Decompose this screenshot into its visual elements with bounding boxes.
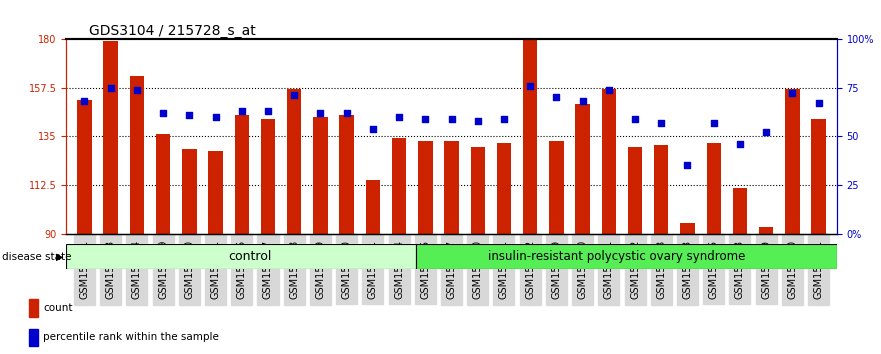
Bar — [575, 104, 589, 234]
Point — [523, 83, 537, 88]
Bar — [261, 119, 275, 234]
Bar — [28, 329, 39, 346]
Text: count: count — [43, 303, 72, 313]
Bar — [444, 141, 459, 234]
Bar — [523, 39, 537, 234]
Point — [785, 91, 799, 96]
Bar — [549, 141, 564, 234]
Point — [602, 87, 616, 92]
Point — [234, 108, 248, 114]
Bar — [208, 152, 223, 234]
Point — [156, 110, 170, 116]
Point — [182, 112, 196, 118]
Point — [130, 87, 144, 92]
Bar — [497, 143, 511, 234]
Point — [575, 98, 589, 104]
Bar — [287, 89, 301, 234]
Point — [261, 108, 275, 114]
Text: insulin-resistant polycystic ovary syndrome: insulin-resistant polycystic ovary syndr… — [488, 250, 745, 263]
Point — [78, 98, 92, 104]
Bar — [654, 145, 669, 234]
Point — [314, 110, 328, 116]
Bar — [234, 115, 249, 234]
Bar — [680, 223, 695, 234]
Bar — [785, 89, 800, 234]
Bar — [314, 117, 328, 234]
Point — [209, 114, 223, 120]
Text: percentile rank within the sample: percentile rank within the sample — [43, 332, 219, 342]
Bar — [103, 41, 118, 234]
Point — [733, 141, 747, 147]
Point — [811, 100, 825, 106]
Bar — [339, 115, 354, 234]
Bar — [418, 141, 433, 234]
Bar — [707, 143, 721, 234]
Point — [392, 114, 406, 120]
Point — [470, 118, 485, 124]
Point — [759, 130, 774, 135]
Bar — [759, 227, 774, 234]
Text: disease state: disease state — [2, 252, 71, 262]
Text: GDS3104 / 215728_s_at: GDS3104 / 215728_s_at — [89, 24, 256, 38]
Point — [339, 110, 353, 116]
Point — [550, 95, 564, 100]
Bar — [470, 147, 485, 234]
Text: ▶: ▶ — [56, 252, 64, 262]
Bar — [78, 99, 92, 234]
Bar — [182, 149, 196, 234]
Bar — [28, 299, 39, 317]
Bar — [733, 188, 747, 234]
Point — [287, 92, 301, 98]
Bar — [366, 179, 380, 234]
Bar — [602, 89, 616, 234]
Text: control: control — [228, 250, 271, 263]
Point — [104, 85, 118, 90]
Point — [680, 162, 694, 168]
Bar — [156, 134, 170, 234]
Bar — [392, 138, 406, 234]
Point — [444, 116, 458, 121]
Point — [497, 116, 511, 121]
FancyBboxPatch shape — [66, 244, 416, 269]
Point — [366, 126, 380, 131]
Bar — [811, 119, 825, 234]
Point — [418, 116, 433, 121]
Point — [655, 120, 669, 125]
FancyBboxPatch shape — [416, 244, 837, 269]
Bar — [130, 76, 144, 234]
Bar — [628, 147, 642, 234]
Point — [707, 120, 721, 125]
Point — [628, 116, 642, 121]
